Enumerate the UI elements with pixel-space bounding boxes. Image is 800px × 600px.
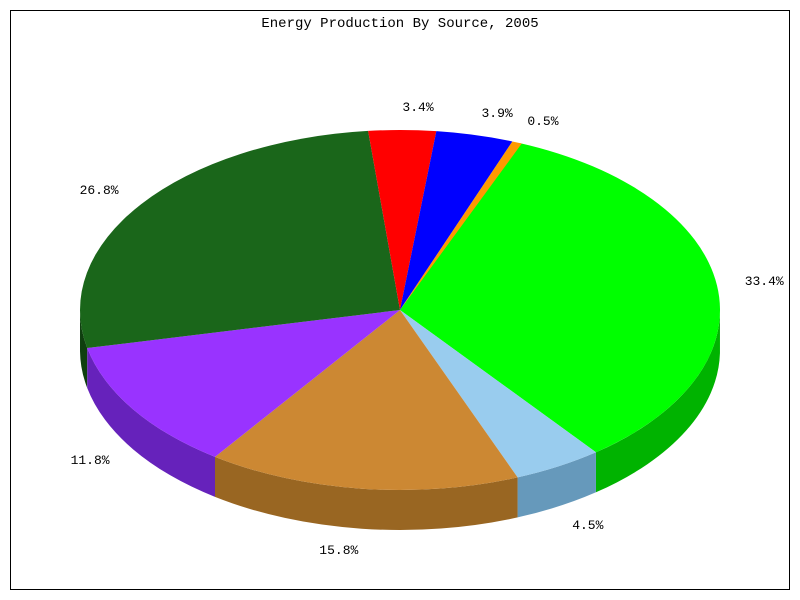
slice-label: 11.8% bbox=[50, 453, 110, 468]
slice-label: 33.4% bbox=[745, 274, 784, 289]
slice-label: 3.4% bbox=[402, 100, 433, 115]
slice-label: 0.5% bbox=[527, 114, 558, 129]
slice-label: 26.8% bbox=[59, 183, 119, 198]
slice-label: 4.5% bbox=[572, 518, 603, 533]
pie-slice bbox=[80, 131, 400, 348]
pie-chart bbox=[0, 0, 800, 600]
slice-label: 3.9% bbox=[481, 106, 512, 121]
slice-label: 15.8% bbox=[298, 543, 358, 558]
